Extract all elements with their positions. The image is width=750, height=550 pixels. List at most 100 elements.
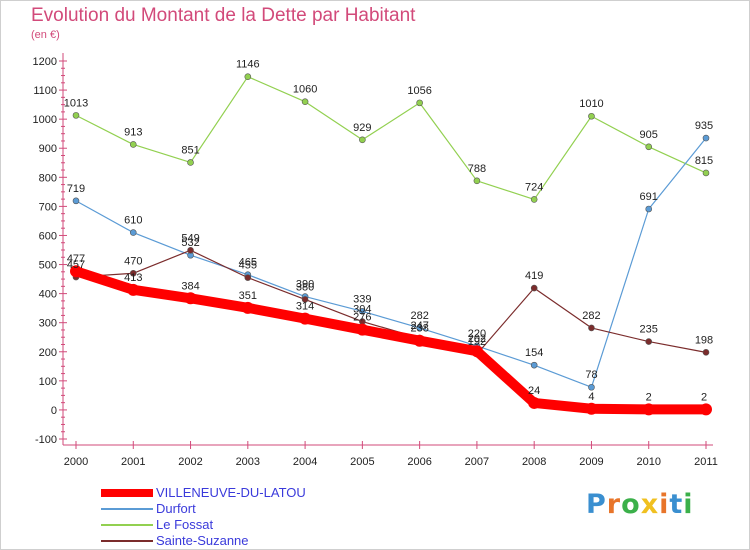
data-point — [588, 112, 595, 120]
data-point — [530, 196, 538, 203]
data-label: 2 — [646, 391, 652, 403]
y-tick-label: 300 — [39, 318, 57, 330]
x-tick-label: 2006 — [407, 456, 431, 468]
data-point — [642, 403, 655, 416]
logo-letter: r — [606, 489, 622, 520]
data-point — [530, 284, 538, 292]
data-point — [588, 383, 595, 391]
data-point — [413, 334, 426, 347]
logo-letter: x — [640, 489, 660, 520]
data-point — [72, 197, 80, 205]
data-label: 935 — [695, 120, 713, 132]
data-label: 815 — [695, 155, 713, 167]
data-label: 724 — [525, 181, 543, 193]
x-tick-label: 2009 — [579, 456, 603, 468]
data-label: 719 — [67, 183, 85, 195]
data-point — [645, 205, 653, 213]
data-point — [470, 345, 483, 358]
data-label: 465 — [239, 257, 257, 269]
x-tick-label: 2003 — [236, 456, 260, 468]
y-tick-label: 200 — [39, 347, 57, 359]
data-point — [416, 99, 423, 107]
data-point — [585, 402, 598, 415]
data-label: 380 — [296, 281, 314, 293]
data-point — [184, 292, 197, 305]
data-label: 154 — [525, 347, 543, 359]
data-label: 198 — [695, 334, 713, 346]
data-label: 192 — [468, 336, 486, 348]
data-label: 282 — [582, 310, 600, 322]
data-point — [530, 361, 538, 369]
data-label: 339 — [353, 293, 371, 305]
data-label: 413 — [124, 272, 142, 284]
y-tick-label: 1200 — [33, 56, 57, 68]
data-point — [301, 98, 309, 106]
y-tick-label: 1100 — [33, 85, 57, 97]
data-label: 913 — [124, 126, 142, 138]
data-point — [528, 396, 541, 409]
chart-title: Evolution du Montant de la Dette par Hab… — [31, 5, 416, 26]
logo-letter: t — [669, 489, 684, 520]
data-label: 851 — [181, 144, 199, 156]
proxiti-logo: Proxiti — [586, 489, 694, 520]
data-point — [129, 141, 137, 148]
data-label: 24 — [528, 385, 540, 397]
series-line-le-fossat — [75, 76, 707, 201]
data-label: 4 — [588, 391, 594, 403]
x-tick-label: 2001 — [121, 456, 145, 468]
legend-label: Le Fossat — [156, 517, 214, 532]
chart-subtitle: (en €) — [31, 29, 60, 41]
data-label: 455 — [239, 260, 257, 272]
x-tick-label: 2005 — [350, 456, 374, 468]
x-tick-label: 2008 — [522, 456, 546, 468]
y-tick-label: -100 — [35, 434, 57, 446]
data-label: 1146 — [236, 59, 260, 71]
data-label: 202 — [468, 333, 486, 345]
data-label: 1060 — [293, 84, 317, 96]
logo-letter: i — [683, 489, 694, 520]
y-tick-label: 600 — [39, 230, 57, 242]
data-label: 691 — [640, 191, 658, 203]
logo-letter: o — [621, 489, 641, 520]
data-label: 351 — [239, 290, 257, 302]
legend-swatch — [101, 485, 153, 501]
legend-label: VILLENEUVE-DU-LATOU — [156, 485, 306, 500]
data-label: 477 — [67, 253, 85, 265]
data-label: 549 — [181, 232, 199, 244]
x-tick-label: 2011 — [694, 456, 718, 468]
data-point — [645, 338, 653, 345]
data-label: 1056 — [407, 85, 431, 97]
data-point — [187, 159, 194, 166]
data-label: 390 — [296, 279, 314, 291]
data-label: 1013 — [64, 97, 88, 109]
y-tick-label: 800 — [39, 172, 57, 184]
data-point — [588, 324, 595, 332]
data-point — [416, 324, 423, 332]
data-point — [645, 143, 653, 151]
y-tick-label: 900 — [39, 143, 57, 155]
data-label: 788 — [468, 163, 486, 175]
data-label: 532 — [181, 237, 199, 249]
data-point — [70, 265, 82, 278]
y-tick-label: 700 — [39, 201, 57, 213]
data-point — [359, 136, 366, 144]
data-point — [700, 403, 712, 416]
y-tick-label: 100 — [39, 376, 57, 388]
data-label: 905 — [640, 129, 658, 141]
logo-letter: P — [586, 489, 607, 520]
data-label: 2 — [701, 391, 707, 403]
data-point — [473, 177, 481, 185]
data-point — [72, 112, 80, 119]
series-line-durfort — [75, 137, 707, 388]
y-tick-label: 400 — [39, 289, 57, 301]
data-point — [301, 296, 309, 303]
x-tick-label: 2007 — [465, 456, 489, 468]
legend-swatch — [101, 517, 153, 533]
data-label: 470 — [124, 255, 142, 267]
data-point — [129, 269, 137, 277]
data-point — [702, 349, 710, 356]
y-tick-label: 1000 — [33, 114, 57, 126]
y-tick-label: 0 — [51, 405, 57, 417]
data-point — [244, 274, 252, 281]
